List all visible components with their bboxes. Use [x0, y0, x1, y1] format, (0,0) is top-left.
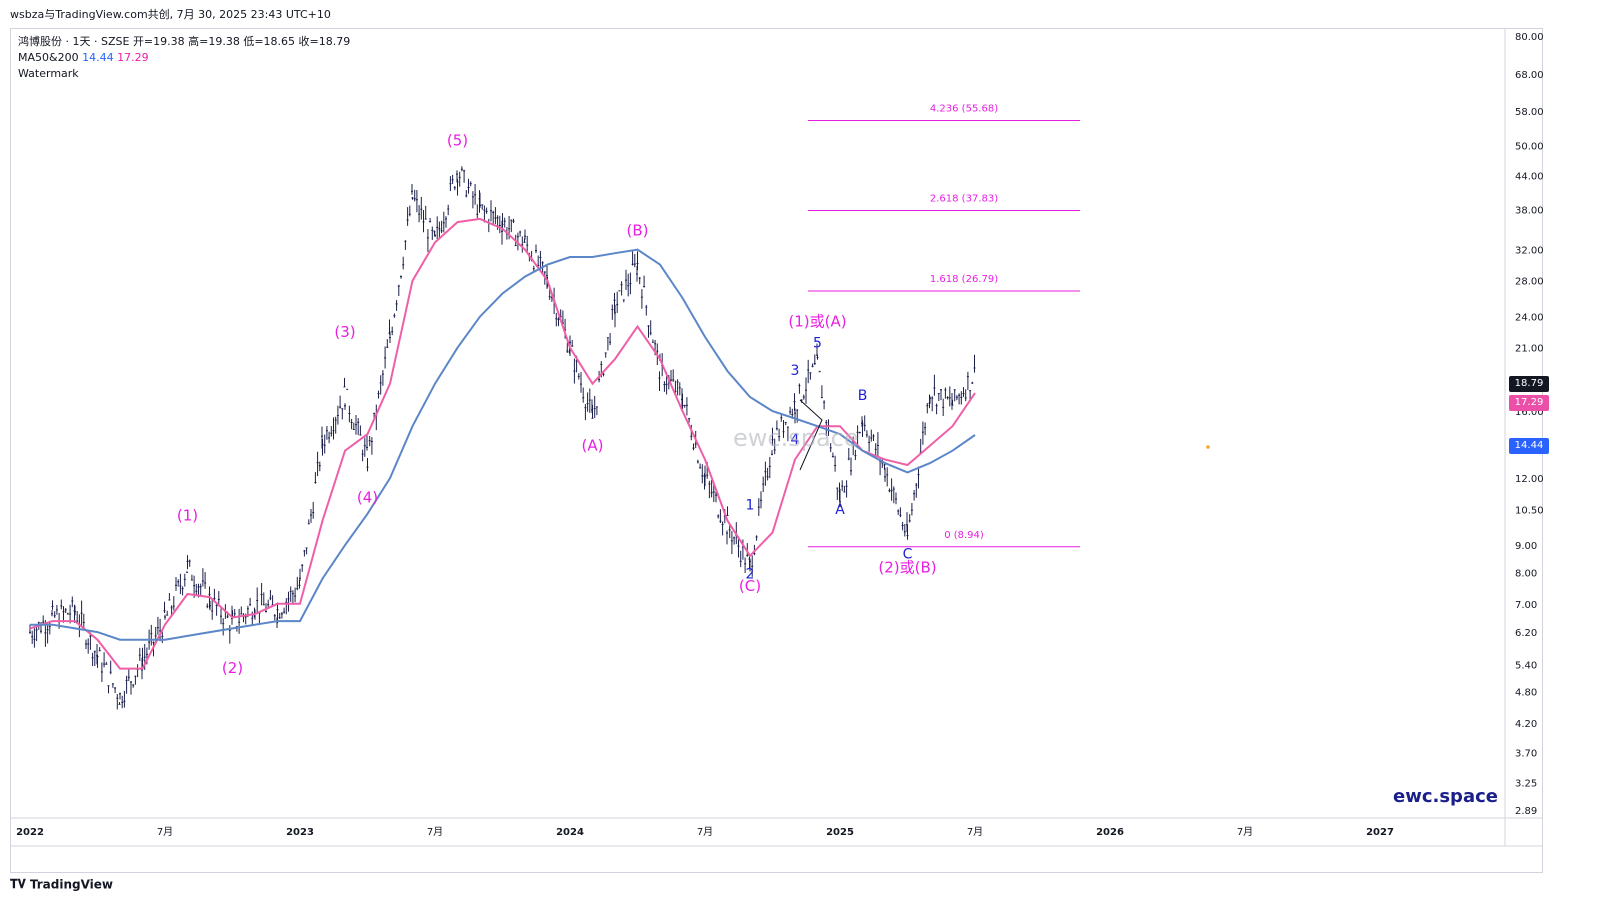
y-tick-label: 9.00 — [1515, 541, 1537, 552]
fib-level-label: 4.236 (55.68) — [930, 103, 998, 114]
chart-header: wsbza与TradingView.com共创, 7月 30, 2025 23:… — [10, 8, 331, 21]
y-tick-label: 12.00 — [1515, 474, 1544, 485]
watermark-indicator-label[interactable]: Watermark — [18, 67, 79, 80]
wave-label-minor: B — [858, 388, 868, 404]
fib-levels: 4.236 (55.68) 2.618 (37.83) 1.618 (26.79) 0… — [808, 103, 1080, 548]
wave-label-minor: 2 — [746, 567, 755, 583]
ma-slow-value: 17.29 — [117, 51, 149, 64]
x-tick-label: 2024 — [556, 827, 584, 838]
y-tick-label: 8.00 — [1515, 569, 1537, 580]
y-tick-label: 50.00 — [1515, 142, 1544, 153]
fib-level-label: 2.618 (37.83) — [930, 194, 998, 205]
x-tick-label: 7月 — [967, 826, 983, 838]
last-price-tag: 18.79 — [1509, 376, 1549, 392]
y-tick-label: 28.00 — [1515, 277, 1544, 288]
x-tick-label: 7月 — [427, 826, 443, 838]
y-tick-label: 21.00 — [1515, 344, 1544, 355]
chart-legend: 鸿博股份 · 1天 · SZSE 开=19.38 高=19.38 低=18.65… — [18, 34, 350, 82]
y-tick-label: 4.80 — [1515, 688, 1537, 699]
wave-label-primary: (3) — [334, 323, 355, 341]
tradingview-logo[interactable]: 𝐓𝐕 TradingView — [10, 877, 113, 892]
wave-label-minor: 4 — [791, 432, 800, 448]
fib-level-label: 0 (8.94) — [944, 530, 984, 541]
moving-averages — [29, 217, 976, 670]
y-tick-label: 3.70 — [1515, 748, 1537, 759]
y-tick-label: 6.20 — [1515, 628, 1537, 639]
wave-label-minor: A — [835, 502, 845, 518]
y-tick-label: 68.00 — [1515, 70, 1544, 81]
orange-dot-marker — [1206, 445, 1210, 449]
y-tick-label: 7.00 — [1515, 600, 1537, 611]
wave-label-minor: 3 — [791, 363, 800, 379]
tradingview-brand-text: TradingView — [29, 877, 114, 892]
ma-fast-price-tag: 17.29 — [1509, 395, 1549, 411]
wave-label-primary: (1)或(A) — [788, 313, 846, 331]
ma200-line — [30, 248, 976, 641]
x-tick-label: 2023 — [286, 827, 314, 838]
triangle-pattern — [799, 399, 823, 471]
wave-label-minor: 1 — [746, 497, 755, 513]
y-tick-label: 44.00 — [1515, 171, 1544, 182]
fib-level-label: 1.618 (26.79) — [930, 274, 998, 285]
wave-labels: (1) (2) (3) (4) (5) (A) (B) (C) (1)或(A) (2)或(B) 1 2… — [177, 132, 937, 678]
y-tick-label: 4.20 — [1515, 719, 1537, 730]
x-tick-label: 2027 — [1366, 827, 1394, 838]
center-watermark: ewc.space — [733, 424, 859, 452]
wave-label-primary: (2)或(B) — [878, 559, 936, 577]
x-tick-label: 7月 — [157, 826, 173, 838]
ma-slow-price-tag: 14.44 — [1509, 438, 1549, 454]
wave-label-primary: (4) — [357, 489, 378, 507]
corner-watermark: ewc.space — [1393, 786, 1498, 807]
wave-label-primary: (2) — [222, 659, 243, 677]
x-tick-label: 7月 — [697, 826, 713, 838]
y-tick-label: 10.50 — [1515, 505, 1544, 516]
ma-fast-value: 14.44 — [82, 51, 114, 64]
y-tick-label: 24.00 — [1515, 313, 1544, 324]
y-tick-label: 38.00 — [1515, 206, 1544, 217]
x-tick-label: 7月 — [1237, 826, 1253, 838]
x-tick-label: 2022 — [16, 827, 44, 838]
y-tick-label: 3.25 — [1515, 779, 1537, 790]
wave-label-primary: (5) — [447, 132, 468, 150]
x-tick-label: 2025 — [826, 827, 854, 838]
ohlc-values: 开=19.38 高=19.38 低=18.65 收=18.79 — [132, 35, 351, 48]
wave-label-primary: (1) — [177, 507, 198, 525]
y-tick-label: 58.00 — [1515, 107, 1544, 118]
wave-label-primary: (C) — [739, 577, 761, 595]
y-tick-label: 2.89 — [1515, 806, 1537, 817]
symbol-info[interactable]: 鸿博股份 · 1天 · SZSE — [18, 35, 130, 48]
tradingview-logo-icon: 𝐓𝐕 — [10, 877, 26, 891]
wave-label-primary: (A) — [582, 437, 604, 455]
y-tick-label: 32.00 — [1515, 246, 1544, 257]
x-tick-label: 2026 — [1096, 827, 1124, 838]
wave-label-primary: (B) — [627, 221, 649, 239]
y-tick-label: 5.40 — [1515, 660, 1537, 671]
wave-label-minor: 5 — [813, 336, 822, 352]
y-tick-label: 80.00 — [1515, 32, 1544, 43]
wave-label-minor: C — [903, 547, 913, 563]
y-tick-label: 16.00 — [1515, 407, 1544, 418]
ma-label[interactable]: MA50&200 — [18, 51, 79, 64]
